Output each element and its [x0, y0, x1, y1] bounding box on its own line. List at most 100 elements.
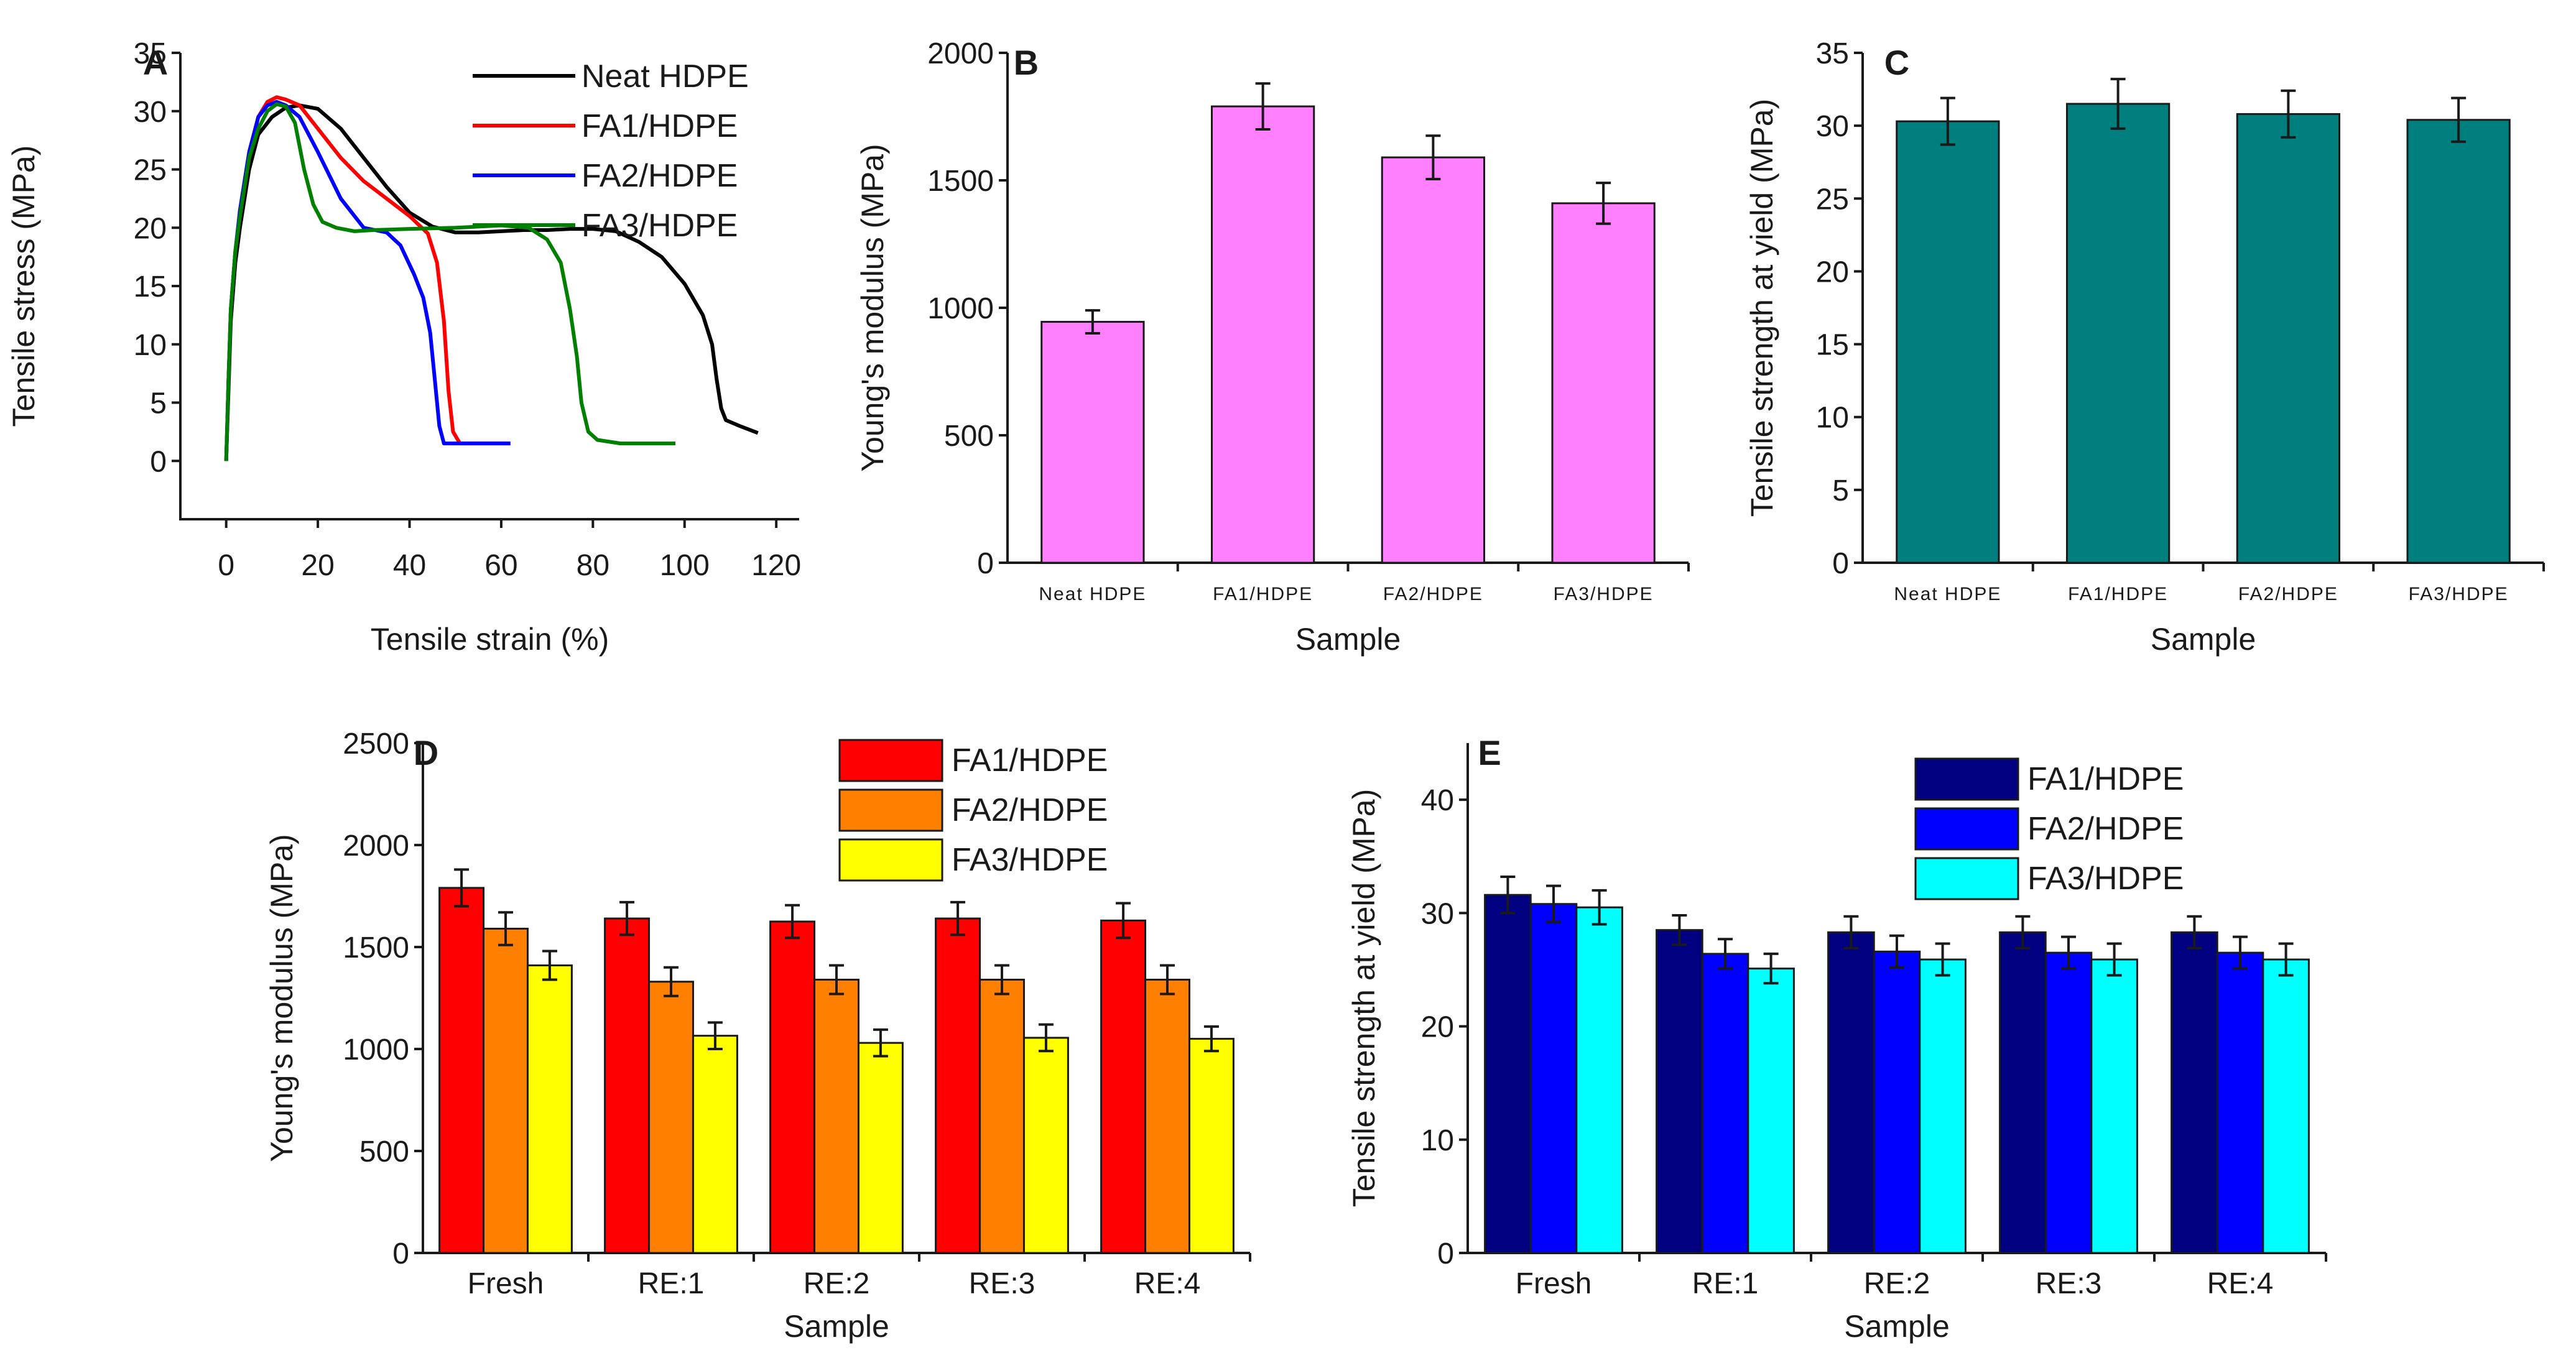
error-bar — [1085, 309, 1100, 335]
y-tick-label: 25 — [134, 154, 167, 187]
legend-swatch — [1914, 807, 2019, 851]
x-tick-label: RE:2 — [1864, 1267, 1930, 1300]
error-bar — [1546, 884, 1561, 923]
error-bar — [1596, 182, 1611, 225]
y-axis-title: Young's modulus (MPa) — [264, 834, 299, 1162]
panel-b: B 0 500 1000 1500 2000 Young's modulus (MPa) Sa… — [855, 37, 1690, 657]
x-tick-label: RE:4 — [2207, 1267, 2274, 1300]
bar-re-3-0 — [1999, 931, 2047, 1254]
error-bar — [785, 904, 800, 940]
y-axis-title: Tensile strength at yield (MPa) — [1346, 789, 1381, 1208]
y-tick-label: 30 — [134, 96, 167, 129]
bar-fresh-1 — [483, 927, 529, 1254]
bar-re-3-1 — [979, 978, 1025, 1254]
y-tick-label: 0 — [392, 1237, 409, 1270]
y-tick-label: 20 — [1421, 1011, 1454, 1044]
x-axis-title: Tensile strain (%) — [371, 622, 609, 657]
x-tick-label: RE:3 — [969, 1267, 1035, 1300]
y-tick-label: 0 — [1832, 547, 1849, 580]
bar-re-2-1 — [813, 978, 859, 1254]
bar-re-4-1 — [2216, 951, 2264, 1254]
x-axis-title: Sample — [2151, 622, 2256, 657]
error-bar — [873, 1028, 888, 1058]
y-tick-label: 2000 — [927, 37, 994, 70]
panel-e: E 0 10 20 30 40 Tensile strength at yield (MPa… — [1346, 733, 2327, 1344]
x-tick-label: RE:3 — [2036, 1267, 2102, 1300]
x-tick-label: FA3/HDPE — [1554, 584, 1654, 604]
y-tick-label: 0 — [150, 445, 167, 478]
panel-b-letter: B — [1014, 43, 1039, 82]
y-axis-title: Tensile stress (MPa) — [6, 146, 41, 427]
x-tick-label: 40 — [393, 549, 426, 582]
error-bar — [1203, 1025, 1219, 1053]
error-bar — [1160, 964, 1175, 996]
bar-re-1-0 — [1656, 929, 1703, 1254]
panel-c-letter: C — [1884, 43, 1909, 82]
bar-re-3-1 — [2044, 951, 2093, 1254]
y-tick-label: 20 — [134, 212, 167, 245]
y-tick-label: 500 — [944, 420, 994, 453]
legend-swatch — [1914, 857, 2019, 900]
error-bar — [1116, 902, 1131, 940]
error-bar — [2110, 78, 2126, 130]
error-bar — [2451, 96, 2467, 143]
x-tick-label: 120 — [751, 549, 801, 582]
legend-label: FA3/HDPE — [2027, 861, 2184, 897]
error-bar — [1718, 938, 1733, 970]
error-bar — [994, 964, 1009, 996]
legend-label: FA2/HDPE — [952, 792, 1108, 828]
x-tick-label: Fresh — [1516, 1267, 1592, 1300]
y-tick-label: 15 — [134, 270, 167, 303]
x-tick-label: RE:4 — [1134, 1267, 1201, 1300]
bar-re-1-1 — [1701, 953, 1749, 1254]
error-bar — [2187, 915, 2202, 950]
bar-re-1-2 — [1747, 968, 1795, 1254]
series-line-fa2-hdpe — [224, 99, 511, 461]
y-tick-label: 10 — [134, 329, 167, 362]
bar-re-2-1 — [1873, 950, 1921, 1254]
x-tick-label: RE:1 — [638, 1267, 705, 1300]
x-tick-label: Neat HDPE — [1894, 584, 2001, 604]
y-tick-label: 1000 — [343, 1033, 409, 1066]
y-tick-label: 35 — [1816, 37, 1849, 70]
legend-label: FA2/HDPE — [581, 158, 738, 194]
legend-swatch — [1914, 757, 2019, 801]
bar-neat-hdpe — [1896, 120, 2000, 564]
bar-re-1-0 — [604, 917, 651, 1254]
x-tick-label: RE:2 — [804, 1267, 870, 1300]
error-bar — [1940, 96, 1955, 146]
y-tick-label: 20 — [1816, 256, 1849, 289]
bar-re-4-2 — [2262, 958, 2310, 1254]
series-line-fa3-hdpe — [224, 102, 675, 461]
legend-label: FA1/HDPE — [952, 742, 1108, 779]
y-tick-label: 25 — [1816, 183, 1849, 216]
bar-re-2-2 — [1919, 958, 1967, 1254]
error-bar — [619, 900, 635, 936]
x-tick-label: Neat HDPE — [1039, 584, 1146, 604]
y-tick-label: 15 — [1816, 329, 1849, 362]
bar-re-3-0 — [935, 917, 981, 1254]
legend-label: FA3/HDPE — [952, 842, 1108, 878]
legend-label: FA1/HDPE — [2027, 761, 2184, 797]
x-tick-label: 20 — [301, 549, 334, 582]
y-tick-label: 1500 — [927, 165, 994, 198]
bar-fa3-hdpe — [2406, 119, 2511, 564]
error-bar — [1255, 82, 1271, 131]
bar-fa1-hdpe — [1211, 105, 1315, 564]
panel-d: D 0 500 1000 1500 2000 2500 Young's modulus (MP… — [264, 728, 1251, 1344]
series-line-fa1-hdpe — [224, 95, 511, 461]
x-tick-label: FA2/HDPE — [2238, 584, 2338, 604]
y-tick-label: 5 — [150, 387, 167, 420]
x-axis-title: Sample — [1295, 622, 1401, 657]
y-axis-title: Tensile strength at yield (MPa) — [1744, 99, 1779, 517]
error-bar — [1425, 134, 1441, 180]
legend-swatch — [838, 788, 943, 832]
panel-a-letter: A — [143, 43, 168, 82]
x-tick-label: FA3/HDPE — [2409, 584, 2509, 604]
error-bar — [1500, 876, 1516, 915]
bar-fresh-0 — [1484, 894, 1532, 1254]
series-line-neat-hdpe — [224, 103, 759, 461]
bar-fresh-1 — [1529, 903, 1578, 1254]
y-tick-label: 10 — [1421, 1124, 1454, 1157]
x-tick-label: 60 — [484, 549, 517, 582]
